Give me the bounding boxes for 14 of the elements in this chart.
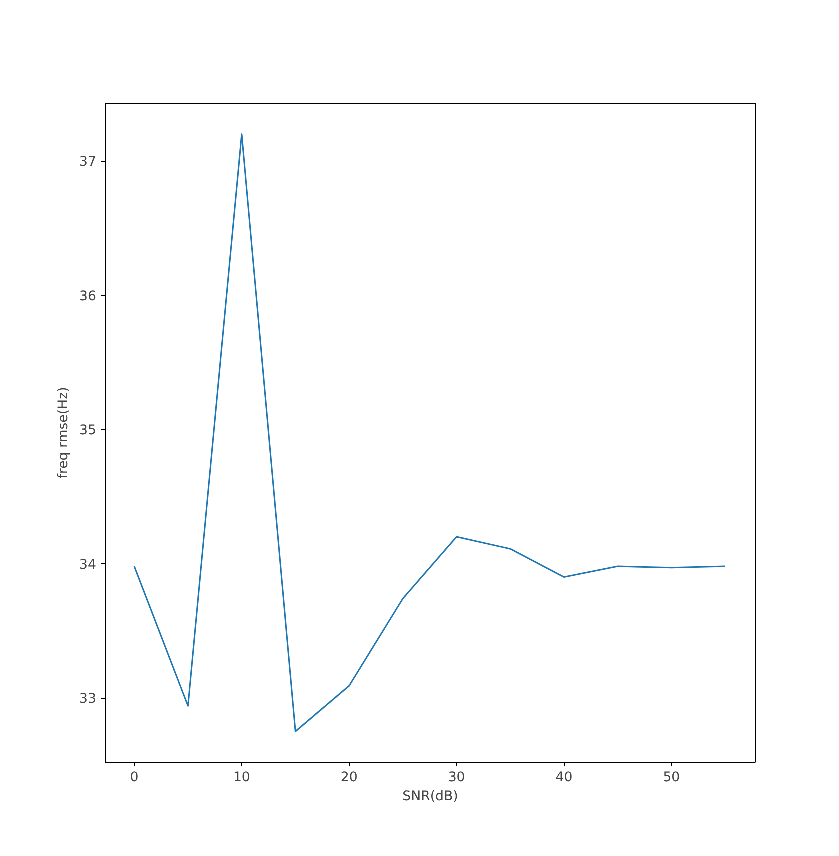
y-axis-title: freq rmse(Hz)	[56, 387, 72, 479]
y-tick-label: 33	[80, 692, 97, 708]
x-tick-label: 10	[233, 770, 250, 786]
y-tick-label: 34	[80, 558, 97, 573]
y-tick-label: 36	[80, 289, 97, 304]
x-tick-label: 0	[130, 770, 139, 786]
x-tick-label: 20	[340, 770, 358, 786]
line-series	[134, 134, 726, 732]
x-tick-label: 30	[448, 770, 466, 786]
y-tick-label: 35	[80, 424, 97, 439]
y-tick-label: 37	[80, 155, 97, 170]
x-axis-title: SNR(dB)	[402, 790, 458, 804]
x-tick-label: 50	[663, 770, 680, 786]
x-tick-label: 40	[556, 770, 573, 786]
